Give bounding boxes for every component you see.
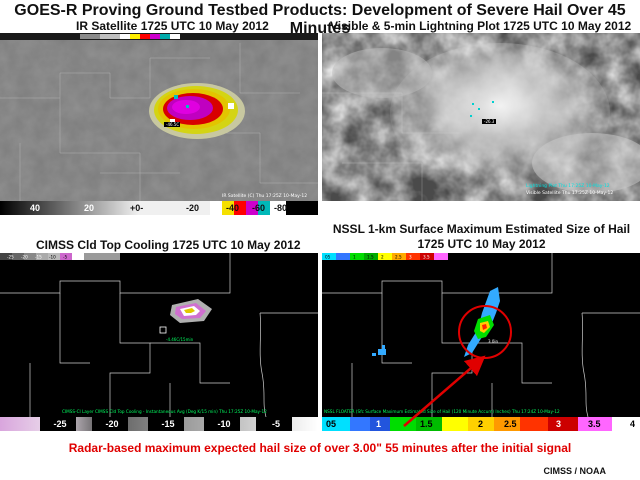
nssl-cbar-label-7: 3.5 bbox=[588, 419, 601, 429]
cimss-cooling-cell bbox=[170, 299, 212, 323]
ir-cbar-label-7: -80 bbox=[274, 203, 288, 213]
cimss-cbar-label-4: -10 bbox=[217, 419, 231, 429]
ir-colorbar: 40 20 +0- -20 -40 -60 -80 bbox=[0, 201, 318, 215]
svg-text:-10: -10 bbox=[49, 255, 56, 260]
ir-cbar-label-3: +0- bbox=[130, 203, 144, 213]
visible-footer-1: Lightning Plot Thu 17:25Z 10-May-12 bbox=[526, 183, 610, 189]
svg-text:1: 1 bbox=[353, 255, 356, 260]
nssl-panel-title-line1: NSSL 1-km Surface Maximum Estimated Size… bbox=[332, 222, 631, 236]
nssl-small-echoes bbox=[372, 345, 386, 356]
cimss-colorbar: -25 -20 -15 -10 -5 bbox=[0, 417, 318, 431]
svg-text:-15: -15 bbox=[35, 255, 42, 260]
nssl-cbar-label-3: 1.5 bbox=[420, 419, 433, 429]
ir-cbar-label-4: -20 bbox=[186, 203, 200, 213]
nssl-cbar-label-4: 2 bbox=[478, 419, 484, 429]
ir-cbar-label-5: -40 bbox=[226, 203, 240, 213]
page-title: GOES-R Proving Ground Testbed Products: … bbox=[14, 2, 626, 37]
nssl-cbar-label-8: 4 bbox=[630, 419, 636, 429]
nssl-cbar-label-6: 3 bbox=[556, 419, 562, 429]
cimss-cbar-label-1: -25 bbox=[53, 419, 67, 429]
nssl-colorbar: 05 1 1.5 2 2.5 3 3.5 4 bbox=[322, 417, 640, 431]
ir-panel-title: IR Satellite 1725 UTC 10 May 2012 bbox=[76, 19, 269, 33]
ir-mini-colorbar bbox=[80, 34, 180, 39]
cimss-cloud-top-cooling-image: -25 -20 -15 -10 -5 -4.46C/15min CIMSS-Cl… bbox=[0, 253, 318, 417]
credit: CIMSS / NOAA bbox=[543, 466, 606, 476]
ir-cbar-label-1: 40 bbox=[30, 203, 41, 213]
nssl-cbar-label-2: 1 bbox=[376, 419, 382, 429]
caption: Radar-based maximum expected hail size o… bbox=[68, 441, 572, 455]
svg-text:2: 2 bbox=[381, 255, 384, 260]
nssl-hail-label: 3.0in bbox=[488, 339, 498, 344]
svg-text:-26.3: -26.3 bbox=[484, 119, 495, 124]
ir-cbar-label-2: 20 bbox=[84, 203, 95, 213]
cimss-cbar-label-3: -15 bbox=[161, 419, 175, 429]
nssl-cbar-label-5: 2.5 bbox=[504, 419, 517, 429]
svg-text:2.5: 2.5 bbox=[395, 255, 402, 260]
svg-text:-46.5C: -46.5C bbox=[166, 122, 179, 127]
cimss-footer: CIMSS-Cl Layer CIMSS Cld Top Cooling - I… bbox=[62, 409, 267, 414]
svg-text:3: 3 bbox=[409, 255, 412, 260]
cimss-marker-label: -4.46C/15min bbox=[166, 337, 194, 342]
visible-panel-title: Visible & 5-min Lightning Plot 1725 UTC … bbox=[330, 19, 632, 33]
cimss-cbar-label-5: -5 bbox=[271, 419, 280, 429]
ir-cbar-label-6: -60 bbox=[252, 203, 266, 213]
cimss-cbar-label-2: -20 bbox=[105, 419, 119, 429]
cimss-mini-colorbar bbox=[0, 253, 120, 260]
cimss-panel-title: CIMSS Cld Top Cooling 1725 UTC 10 May 20… bbox=[36, 238, 301, 252]
nssl-hail-swath bbox=[464, 287, 500, 357]
svg-text:-20: -20 bbox=[21, 255, 28, 260]
ir-satellite-image: -46.5C IR Satellite (C) Thu 17:25Z 10-Ma… bbox=[0, 33, 318, 201]
visible-footer-2: Visible Satellite Thu 17:25Z 10-May-12 bbox=[526, 190, 613, 196]
svg-text:-5: -5 bbox=[63, 255, 68, 260]
visible-satellite-image: -26.3 Lightning Plot Thu 17:25Z 10-May-1… bbox=[322, 33, 640, 201]
ir-footer: IR Satellite (C) Thu 17:25Z 10-May-12 bbox=[222, 193, 307, 199]
svg-text:1.5: 1.5 bbox=[367, 255, 374, 260]
nssl-hail-size-image: 05 1 1.5 2 2.5 3 3.5 bbox=[322, 253, 640, 417]
svg-text:-25: -25 bbox=[7, 255, 14, 260]
svg-text:3.5: 3.5 bbox=[423, 255, 430, 260]
nssl-panel-title-line2: 1725 UTC 10 May 2012 bbox=[417, 237, 546, 251]
svg-text:05: 05 bbox=[325, 255, 331, 260]
nssl-cbar-label-1: 05 bbox=[326, 419, 337, 429]
nssl-mini-colorbar bbox=[322, 253, 448, 260]
nssl-footer: NSSL FLOATER (Sfc Surface Maximum Estima… bbox=[324, 409, 560, 414]
